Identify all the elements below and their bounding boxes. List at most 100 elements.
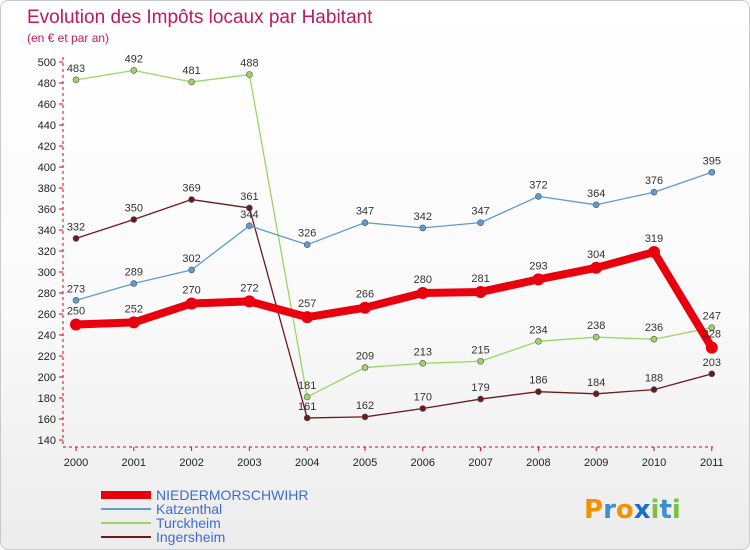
y-tick-label: 260 bbox=[38, 309, 56, 321]
data-point-ingersheim bbox=[303, 414, 311, 422]
logo-letter: r bbox=[603, 495, 616, 525]
data-point-ingersheim bbox=[535, 388, 542, 396]
data-label-turckheim: 234 bbox=[529, 324, 547, 336]
data-label-niedermorschwihr: 228 bbox=[703, 329, 721, 341]
legend-item-niedermorschwihr: NIEDERMORSCHWIHR bbox=[101, 487, 308, 503]
data-point-turckheim bbox=[592, 333, 600, 341]
data-label-ingersheim: 162 bbox=[356, 400, 374, 412]
data-labels-layer: 483 492 481 488 181 209 213 215 234 238 236 247 332 3… bbox=[67, 53, 721, 413]
data-point-katzenthal bbox=[72, 297, 80, 304]
legend-item-turckheim: Turckheim bbox=[101, 515, 221, 531]
data-label-niedermorschwihr: 293 bbox=[529, 260, 547, 272]
data-point-turckheim bbox=[419, 360, 427, 367]
data-label-turckheim: 238 bbox=[587, 320, 605, 332]
legend-item-katzenthal: Katzenthal bbox=[101, 501, 222, 517]
x-axis-ticks: 2000 2001 2002 2003 2004 2005 2006 2007 2008 2009… bbox=[64, 447, 724, 469]
logo-letter: i bbox=[672, 495, 681, 525]
data-label-niedermorschwihr: 266 bbox=[356, 289, 374, 301]
x-tick-label: 2005 bbox=[353, 457, 377, 469]
data-label-niedermorschwihr: 252 bbox=[125, 303, 143, 315]
x-tick-label: 2009 bbox=[584, 457, 608, 469]
data-label-niedermorschwihr: 250 bbox=[67, 306, 85, 318]
data-label-katzenthal: 347 bbox=[356, 206, 374, 218]
data-point-ingersheim bbox=[361, 413, 369, 421]
data-label-turckheim: 209 bbox=[356, 351, 374, 363]
data-point-katzenthal bbox=[477, 219, 484, 226]
logo-letter: P bbox=[584, 495, 603, 525]
y-tick-label: 500 bbox=[38, 57, 56, 69]
x-tick-label: 2006 bbox=[411, 457, 435, 469]
y-tick-label: 340 bbox=[38, 225, 56, 237]
data-label-niedermorschwihr: 257 bbox=[298, 298, 316, 310]
data-point-niedermorschwihr bbox=[416, 287, 429, 299]
data-label-niedermorschwihr: 281 bbox=[471, 273, 489, 285]
data-label-turckheim: 236 bbox=[645, 322, 663, 334]
data-point-ingersheim bbox=[72, 235, 80, 242]
data-label-turckheim: 181 bbox=[298, 380, 316, 392]
y-tick-label: 400 bbox=[38, 162, 56, 174]
data-label-turckheim: 492 bbox=[125, 53, 143, 65]
y-tick-label: 280 bbox=[38, 288, 56, 300]
data-point-turckheim bbox=[72, 76, 80, 84]
y-tick-label: 320 bbox=[38, 246, 56, 258]
data-point-niedermorschwihr bbox=[474, 285, 487, 298]
data-label-ingersheim: 161 bbox=[298, 401, 316, 413]
data-label-ingersheim: 186 bbox=[529, 375, 547, 387]
data-point-ingersheim bbox=[188, 196, 195, 203]
data-point-katzenthal bbox=[303, 241, 311, 248]
data-label-ingersheim: 170 bbox=[414, 392, 432, 404]
data-point-ingersheim bbox=[130, 216, 138, 223]
data-point-ingersheim bbox=[708, 370, 716, 378]
data-point-ingersheim bbox=[419, 405, 427, 412]
data-point-ingersheim bbox=[477, 395, 484, 403]
data-point-katzenthal bbox=[361, 219, 369, 226]
data-label-katzenthal: 372 bbox=[529, 179, 547, 191]
data-label-turckheim: 247 bbox=[703, 311, 721, 323]
logo-letter: x bbox=[634, 495, 651, 525]
data-label-ingersheim: 179 bbox=[471, 382, 489, 394]
data-label-ingersheim: 369 bbox=[182, 183, 200, 195]
x-tick-label: 2010 bbox=[642, 457, 666, 469]
data-point-niedermorschwihr bbox=[359, 301, 371, 314]
data-label-niedermorschwihr: 272 bbox=[240, 282, 258, 294]
data-label-niedermorschwihr: 304 bbox=[587, 249, 605, 261]
data-point-katzenthal bbox=[246, 222, 253, 230]
data-point-niedermorschwihr bbox=[648, 246, 660, 259]
series-layer bbox=[70, 67, 718, 422]
series-line-niedermorschwihr bbox=[72, 248, 716, 352]
data-point-turckheim bbox=[708, 324, 716, 331]
y-axis-ticks: 140 160 180 200 220 240 260 280 300 320 340 360 380 4… bbox=[38, 57, 63, 447]
data-point-ingersheim bbox=[246, 204, 253, 212]
logo-letter: t bbox=[659, 495, 671, 525]
y-tick-label: 240 bbox=[38, 330, 56, 342]
x-tick-label: 2003 bbox=[237, 457, 261, 469]
proxiti-logo-text: Proxiti bbox=[584, 495, 681, 525]
data-label-katzenthal: 342 bbox=[414, 211, 432, 223]
data-point-turckheim bbox=[361, 364, 369, 371]
data-label-ingersheim: 332 bbox=[67, 221, 85, 233]
data-label-katzenthal: 376 bbox=[645, 175, 663, 187]
legend-item-ingersheim: Ingersheim bbox=[101, 529, 225, 545]
data-label-niedermorschwihr: 270 bbox=[182, 285, 200, 297]
y-tick-label: 200 bbox=[38, 372, 56, 384]
data-point-ingersheim bbox=[650, 386, 658, 393]
chart-title: Evolution des Impôts locaux par Habitant bbox=[27, 7, 373, 28]
x-tick-label: 2008 bbox=[526, 457, 550, 469]
data-point-niedermorschwihr bbox=[243, 295, 256, 308]
data-label-niedermorschwihr: 280 bbox=[414, 274, 432, 286]
series-line-ingersheim bbox=[75, 198, 713, 419]
data-point-niedermorschwihr bbox=[532, 273, 545, 286]
data-point-katzenthal bbox=[535, 193, 542, 200]
data-point-niedermorschwihr bbox=[590, 261, 603, 274]
data-point-niedermorschwihr bbox=[185, 297, 198, 310]
data-label-turckheim: 481 bbox=[182, 65, 200, 77]
y-tick-label: 380 bbox=[38, 183, 56, 195]
legend-label-turckheim: Turckheim bbox=[156, 515, 221, 531]
data-label-turckheim: 488 bbox=[240, 58, 258, 70]
data-label-turckheim: 215 bbox=[471, 344, 489, 356]
data-label-katzenthal: 364 bbox=[587, 188, 605, 200]
data-point-turckheim bbox=[130, 67, 138, 74]
data-point-ingersheim bbox=[592, 390, 600, 398]
